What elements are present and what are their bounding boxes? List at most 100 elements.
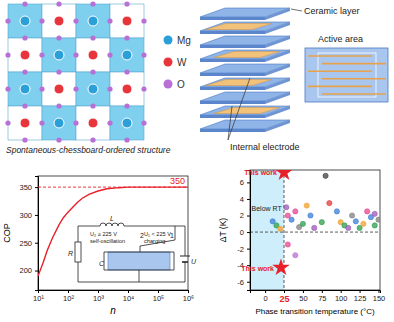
scatter-point [300, 221, 305, 226]
lattice-cell [110, 106, 144, 140]
tick: -6 [237, 278, 250, 287]
o-atom [124, 69, 129, 74]
legend-label: O [177, 79, 185, 90]
wire [78, 226, 79, 242]
tick: 150 [373, 290, 386, 303]
electrode-stripe [322, 63, 386, 65]
tick-label: 6 [240, 178, 244, 187]
tick-label: 0 [264, 294, 268, 303]
wire [104, 252, 174, 253]
tick-mark [265, 290, 266, 293]
tick: 10² [63, 290, 74, 303]
tick-mark [247, 282, 250, 283]
capacitor-element [108, 252, 170, 270]
scatter-point [284, 205, 289, 210]
layer-side [265, 36, 290, 48]
o-atom [107, 52, 112, 57]
o-atom [73, 86, 78, 91]
active-area-box [318, 53, 376, 97]
tick: 75 [318, 290, 326, 303]
o-atom [141, 120, 146, 125]
layer-edge [200, 31, 265, 34]
lattice-cell [76, 106, 110, 140]
tick: 125 [354, 290, 367, 303]
wire [140, 246, 141, 252]
layer-side [265, 64, 290, 76]
scatter-point [293, 253, 298, 258]
x-axis-title: Phase transition temperature (°C) [255, 307, 375, 316]
y-axis: -6-4-20246 [237, 171, 250, 291]
mg-atom [88, 16, 98, 26]
cop-chart: 10¹10²10³10⁴10⁵10⁶200250300350nCOP350L21… [2, 176, 197, 316]
layer-side [265, 120, 290, 132]
scatter-point [312, 225, 317, 230]
axis-line [39, 291, 189, 294]
o-atom [124, 1, 129, 6]
o-atom [22, 137, 27, 142]
w-atom [54, 84, 64, 94]
mg-atom [88, 84, 98, 94]
layer-edge [200, 73, 265, 76]
lattice-cell [110, 4, 144, 38]
caption: Spontaneous-chessboard-ordered structure [6, 145, 171, 155]
lattice-cell [76, 72, 110, 106]
label: Active area [318, 34, 363, 44]
lattice-cell [42, 38, 76, 72]
o-atom [39, 120, 44, 125]
wire [185, 240, 186, 256]
tick-mark [322, 290, 323, 293]
w-atom [88, 50, 98, 60]
tick-label: 50 [299, 294, 307, 303]
tick: 25 [280, 290, 290, 304]
wire [139, 270, 140, 282]
tick: 10³ [93, 290, 104, 303]
structure-panel: MgWOSpontaneous-chessboard-ordered struc… [5, 1, 191, 155]
w-atom [20, 118, 30, 128]
tick: 2 [240, 211, 250, 220]
o-atom [5, 52, 10, 57]
tick-mark [188, 290, 189, 293]
scatter-point [361, 221, 366, 226]
layer-edge [200, 17, 265, 20]
lattice-cell [42, 106, 76, 140]
inductor [112, 223, 118, 226]
o-atom [56, 35, 61, 40]
scatter-point [372, 223, 377, 228]
internal-electrode [214, 108, 280, 114]
axis-line [35, 177, 39, 291]
star-point [272, 258, 289, 275]
reference-label: 350 [170, 176, 185, 186]
tick-label: 2 [240, 211, 244, 220]
x-axis: 0 25 50 75 100 125 150 [251, 290, 386, 304]
label: Internal electrode [230, 142, 300, 152]
plot-area [38, 187, 188, 276]
electrode-stripe [308, 70, 372, 72]
legend-marker [164, 80, 173, 89]
wire [185, 262, 186, 266]
o-atom [124, 103, 129, 108]
scatter-point [376, 217, 380, 222]
circuit-inset: L21RCUU₂ ≥ 225 Vself-oscillationU₁ < 225… [68, 215, 197, 282]
plot-frame [250, 170, 380, 290]
o-atom [107, 18, 112, 23]
tick-mark [341, 290, 342, 293]
inductor [106, 223, 112, 226]
tick: 250 [19, 239, 38, 248]
tick: 50 [299, 290, 307, 303]
tick-mark [247, 216, 250, 217]
circuit-label: U₂ ≥ 225 V [90, 231, 117, 237]
scatter-point [304, 203, 309, 208]
layer-edge [200, 87, 265, 90]
tick-mark [128, 290, 129, 293]
tick: 100 [335, 290, 348, 303]
resistor [75, 242, 81, 262]
layer-edge [200, 129, 265, 132]
scatter-point [357, 225, 362, 230]
electrode-stripe [308, 55, 372, 57]
lattice-cell [8, 72, 42, 106]
circuit-label: U [191, 258, 197, 265]
scatter-point [334, 209, 339, 214]
scatter-point [289, 217, 294, 222]
lattice-cell [8, 106, 42, 140]
scatter-point [327, 201, 332, 206]
